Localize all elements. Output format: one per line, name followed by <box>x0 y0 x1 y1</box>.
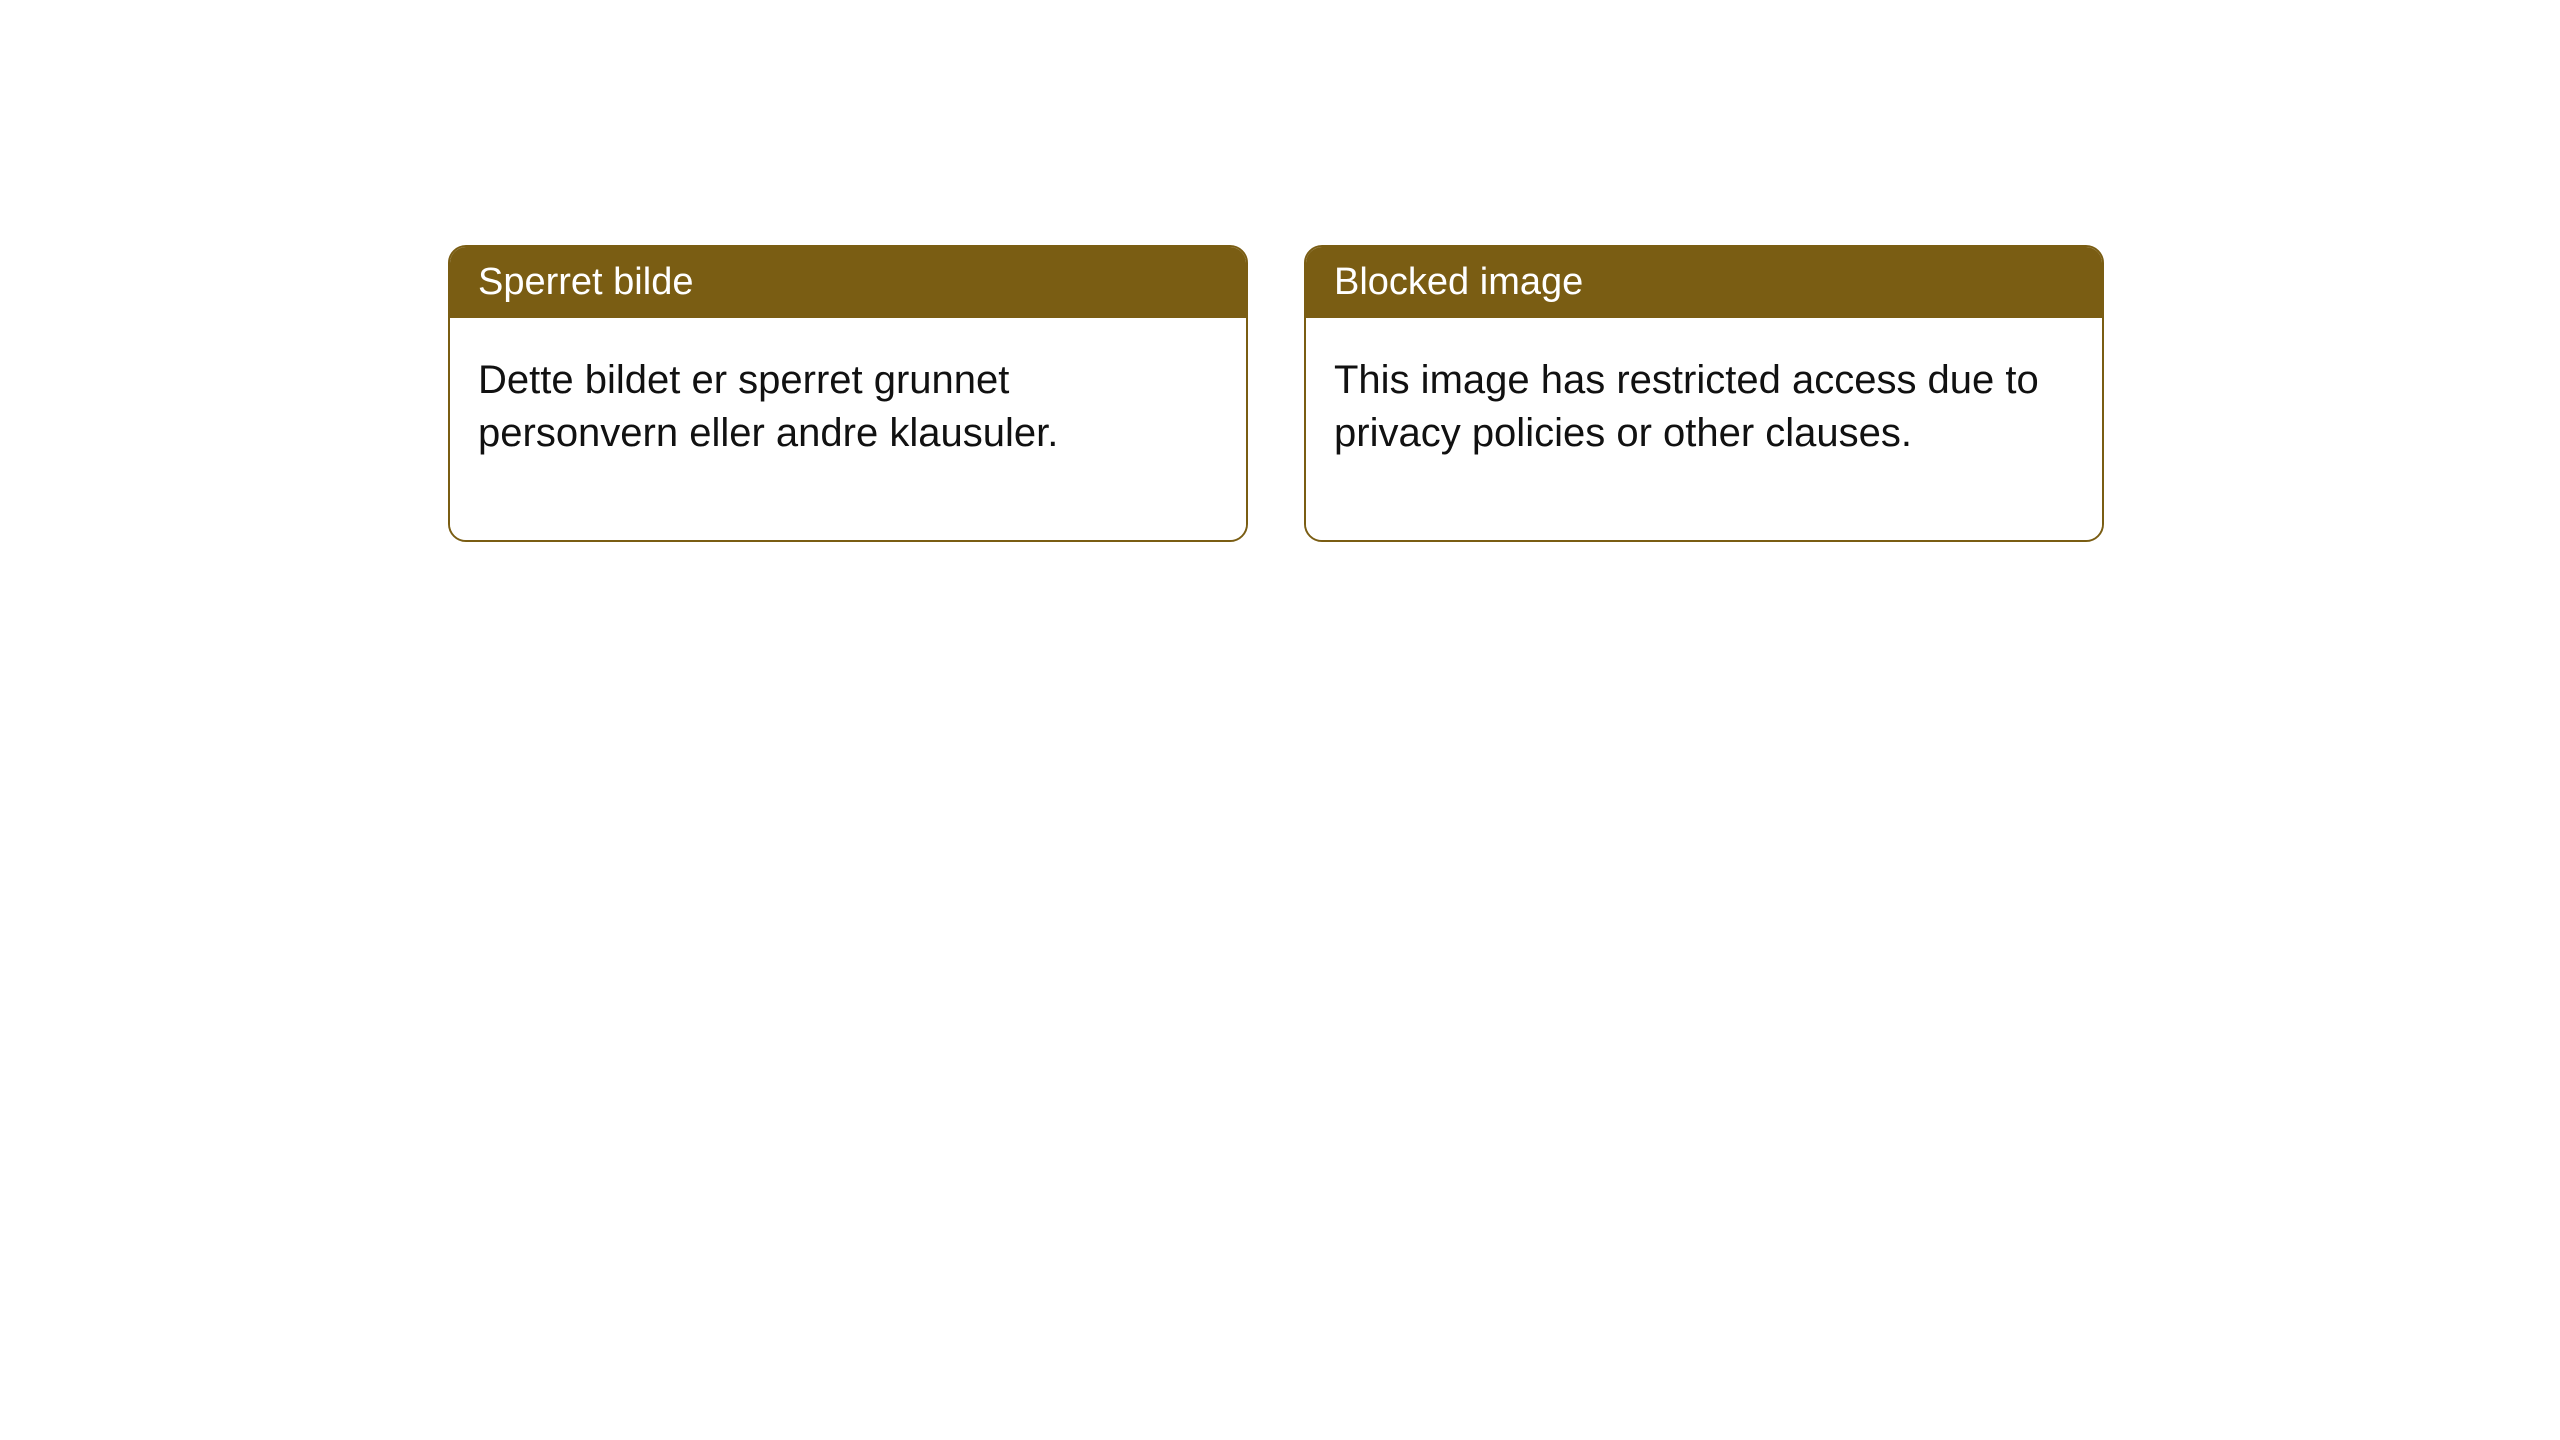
notice-body: This image has restricted access due to … <box>1306 318 2102 540</box>
notice-text: Dette bildet er sperret grunnet personve… <box>478 358 1058 455</box>
notice-card-english: Blocked image This image has restricted … <box>1304 245 2104 542</box>
notice-header: Sperret bilde <box>450 247 1246 318</box>
notice-text: This image has restricted access due to … <box>1334 358 2039 455</box>
notice-body: Dette bildet er sperret grunnet personve… <box>450 318 1246 540</box>
notice-title: Sperret bilde <box>478 261 693 303</box>
notice-title: Blocked image <box>1334 261 1583 303</box>
notice-card-norwegian: Sperret bilde Dette bildet er sperret gr… <box>448 245 1248 542</box>
notice-header: Blocked image <box>1306 247 2102 318</box>
notice-container: Sperret bilde Dette bildet er sperret gr… <box>448 245 2104 542</box>
